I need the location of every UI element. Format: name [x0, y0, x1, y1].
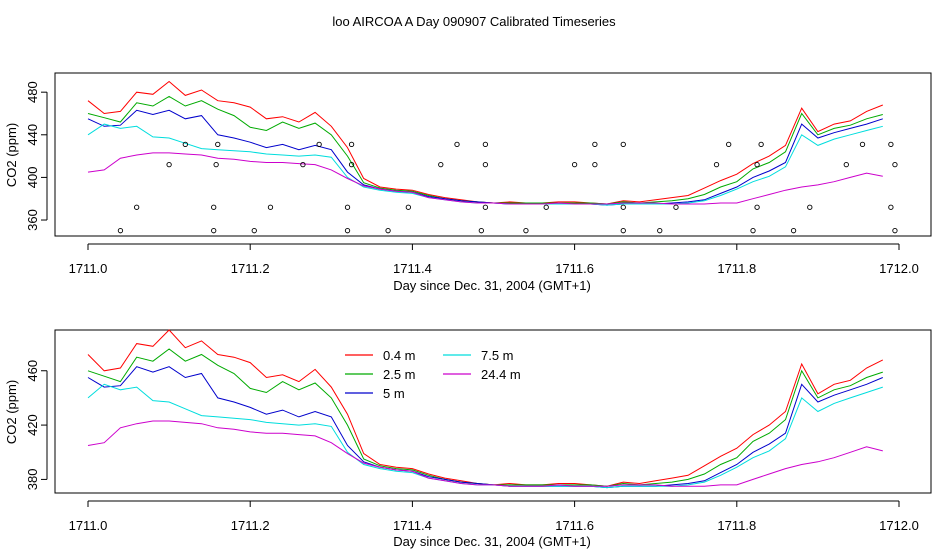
top-data-point	[807, 204, 813, 210]
bottom-line-s244	[87, 420, 883, 487]
top-data-point	[482, 204, 489, 210]
bottom-x-tick-label: 1711.6	[555, 518, 594, 533]
top-data-point	[859, 141, 866, 148]
top-data-point	[620, 228, 626, 234]
top-data-point	[405, 204, 411, 210]
top-x-tick-label: 1711.4	[393, 261, 432, 276]
top-data-point	[182, 141, 188, 148]
top-panel: CO2 (ppm) Day since Dec. 31, 2004 (GMT+1…	[4, 72, 932, 293]
top-x-tick-label: 1711.0	[69, 261, 108, 276]
legend-label-s244: 24.4 m	[481, 367, 521, 382]
top-data-point	[251, 228, 257, 234]
bottom-line-s5	[87, 366, 883, 489]
top-points	[117, 141, 898, 234]
top-data-point	[166, 161, 172, 168]
top-data-point	[673, 204, 679, 210]
bottom-y-tick-label: 380	[25, 469, 40, 491]
top-y-tick-label: 360	[25, 209, 40, 231]
bottom-x-tick-label: 1711.4	[393, 518, 432, 533]
top-data-point	[750, 228, 756, 234]
top-data-point	[726, 141, 732, 148]
top-data-point	[657, 228, 663, 234]
top-data-point	[211, 228, 217, 234]
top-data-point	[344, 204, 351, 210]
top-data-point	[482, 141, 489, 148]
legend-label-s04: 0.4 m	[383, 348, 416, 363]
top-data-point	[592, 161, 598, 168]
top-data-point	[211, 204, 217, 210]
legend-label-s5: 5 m	[383, 386, 405, 401]
top-line-s5	[87, 109, 883, 206]
bottom-x-tick-label: 1711.0	[69, 518, 108, 533]
top-data-point	[213, 161, 219, 168]
top-data-point	[892, 228, 898, 234]
top-data-point	[385, 228, 391, 234]
top-data-point	[348, 161, 355, 168]
bottom-panel: CO2 (ppm) Day since Dec. 31, 2004 (GMT+1…	[4, 329, 932, 549]
top-data-point	[478, 228, 484, 234]
legend-label-s25: 2.5 m	[383, 367, 416, 382]
top-data-point	[888, 204, 894, 210]
bottom-plot-box	[54, 329, 932, 494]
bottom-x-tick-label: 1711.8	[717, 518, 756, 533]
bottom-axes: 1711.0 1711.2 1711.4 1711.6 1711.8 1712.0 380 4…	[25, 360, 919, 533]
top-data-point	[215, 141, 221, 148]
top-data-point	[348, 141, 355, 148]
top-data-point	[300, 161, 306, 168]
top-plot-box	[54, 72, 932, 237]
top-data-point	[454, 141, 460, 148]
top-x-tick-label: 1711.6	[555, 261, 594, 276]
figure-title: loo AIRCOA A Day 090907 Calibrated Times…	[332, 14, 616, 29]
top-data-point	[267, 204, 274, 210]
top-line-s04	[87, 80, 883, 205]
top-x-tick-label: 1711.2	[231, 261, 270, 276]
bottom-series-lines	[87, 329, 884, 489]
bottom-y-axis-label: CO2 (ppm)	[4, 380, 19, 444]
top-data-point	[892, 161, 898, 168]
top-data-point	[754, 204, 760, 210]
top-x-axis-label: Day since Dec. 31, 2004 (GMT+1)	[393, 278, 591, 293]
top-x-tick-label: 1711.8	[717, 261, 756, 276]
top-data-point	[134, 204, 140, 210]
bottom-x-axis-label: Day since Dec. 31, 2004 (GMT+1)	[393, 534, 591, 549]
top-data-point	[713, 161, 720, 168]
top-line-s25	[87, 95, 883, 205]
bottom-y-tick-label: 420	[25, 414, 40, 436]
top-y-axis-label: CO2 (ppm)	[4, 123, 19, 187]
top-data-point	[543, 204, 549, 210]
legend: 0.4 m 7.5 m 2.5 m 24.4 m 5 m	[345, 348, 521, 401]
top-data-point	[754, 161, 760, 168]
top-data-point	[758, 141, 764, 148]
top-data-point	[344, 228, 351, 234]
top-series-lines	[87, 80, 883, 206]
top-data-point	[592, 141, 598, 148]
top-data-point	[620, 141, 626, 148]
top-data-point	[843, 161, 849, 168]
bottom-x-tick-label: 1712.0	[879, 518, 919, 533]
top-data-point	[790, 228, 797, 234]
top-data-point	[571, 161, 578, 168]
top-data-point	[620, 204, 626, 210]
top-line-s244	[87, 152, 883, 205]
top-data-point	[888, 141, 894, 148]
top-y-tick-label: 480	[25, 81, 40, 103]
bottom-y-tick-label: 460	[25, 360, 40, 382]
top-data-point	[117, 228, 124, 234]
top-data-point	[482, 161, 489, 168]
top-data-point	[438, 161, 444, 168]
top-data-point	[316, 141, 322, 148]
top-axes: 1711.0 1711.2 1711.4 1711.6 1711.8 1712.0 360 4…	[25, 81, 919, 276]
top-x-tick-label: 1712.0	[879, 261, 919, 276]
top-y-tick-label: 440	[25, 124, 40, 146]
top-data-point	[523, 228, 529, 234]
legend-label-s75: 7.5 m	[481, 348, 514, 363]
top-y-tick-label: 400	[25, 167, 40, 189]
bottom-x-tick-label: 1711.2	[231, 518, 270, 533]
